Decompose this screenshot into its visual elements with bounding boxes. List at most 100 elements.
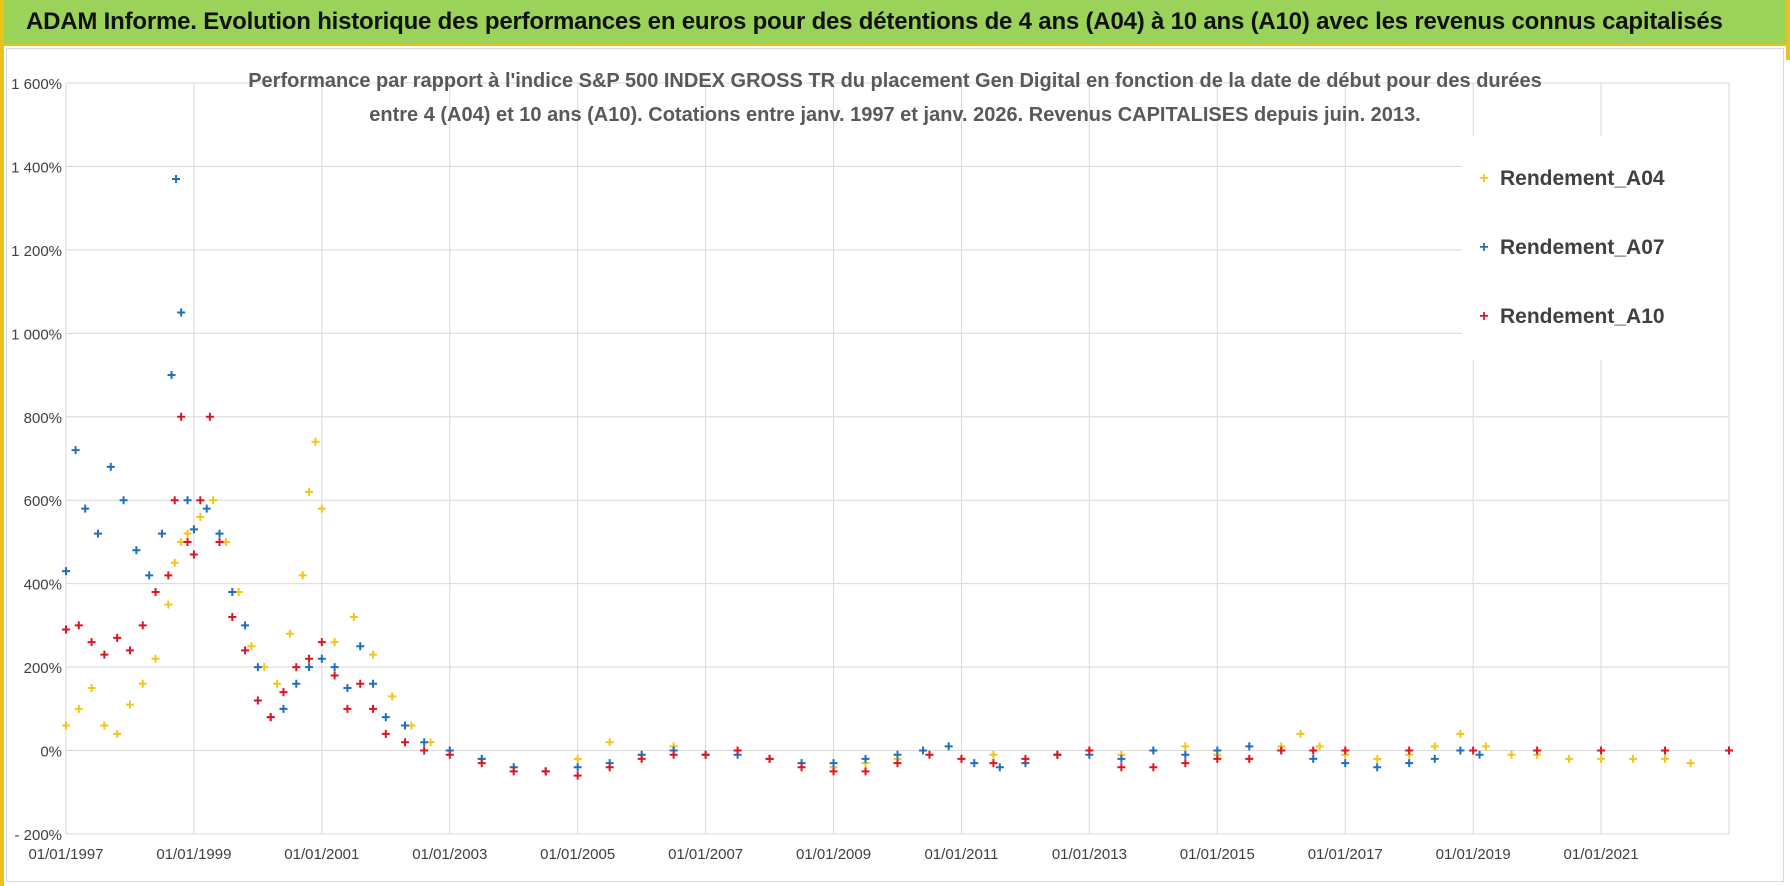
data-point	[970, 759, 979, 768]
x-tick-label: 01/01/1999	[156, 846, 231, 863]
data-point	[183, 529, 192, 538]
data-point	[995, 763, 1004, 772]
data-point	[1661, 746, 1670, 755]
y-axis-ticks: - 200% 0% 200% 400% 600% 800% 1 000% 1 200% 1 40…	[11, 76, 62, 844]
data-point	[1021, 754, 1030, 763]
data-point	[279, 704, 288, 713]
right-accent-border	[1786, 0, 1790, 60]
y-tick-label: 1 000%	[11, 326, 62, 343]
data-point	[1309, 754, 1318, 763]
data-point	[1149, 763, 1158, 772]
data-point	[919, 746, 928, 755]
data-point	[253, 663, 262, 672]
data-point	[1725, 746, 1733, 755]
data-point	[1117, 763, 1126, 772]
data-point	[669, 750, 678, 759]
x-tick-label: 01/01/2007	[668, 846, 743, 863]
data-point	[292, 679, 301, 688]
data-point	[829, 767, 838, 776]
data-point	[215, 529, 224, 538]
data-point	[1373, 763, 1382, 772]
chart-title-line-1: Performance par rapport à l'indice S&P 5…	[248, 70, 1542, 92]
data-point	[989, 759, 998, 768]
data-point	[71, 446, 80, 455]
data-point	[573, 763, 582, 772]
data-point	[701, 750, 710, 759]
chart-title-line-2: entre 4 (A04) et 10 ans (A10). Cotations…	[369, 104, 1421, 126]
data-point	[170, 558, 179, 567]
data-point	[241, 646, 250, 655]
x-tick-label: 01/01/2005	[540, 846, 615, 863]
y-tick-label: 400%	[24, 577, 62, 594]
data-point	[1309, 746, 1318, 755]
data-point	[1245, 742, 1254, 751]
data-point	[605, 738, 614, 747]
data-point	[1597, 746, 1606, 755]
data-point	[573, 771, 582, 780]
data-point	[247, 642, 256, 651]
legend-item-a04: + Rendement_A04	[1472, 164, 1665, 194]
data-point	[1213, 754, 1222, 763]
data-point	[100, 650, 109, 659]
x-tick-label: 01/01/1997	[28, 846, 103, 863]
data-point	[369, 679, 378, 688]
legend-label-a04: Rendement_A04	[1500, 167, 1665, 190]
y-tick-label: - 200%	[14, 827, 62, 844]
page-title: ADAM Informe. Evolution historique des p…	[26, 8, 1723, 35]
data-point	[733, 746, 742, 755]
data-point	[170, 496, 179, 505]
data-point	[356, 679, 365, 688]
legend-label-a07: Rendement_A07	[1500, 236, 1665, 259]
data-point	[330, 671, 339, 680]
y-tick-label: 600%	[24, 493, 62, 510]
data-point	[228, 613, 237, 622]
data-point	[509, 767, 518, 776]
header-banner: ADAM Informe. Evolution historique des p…	[0, 0, 1790, 46]
data-point	[292, 663, 301, 672]
data-point	[445, 750, 454, 759]
data-point	[172, 174, 181, 183]
data-point	[605, 763, 614, 772]
data-point	[164, 600, 173, 609]
data-point	[1629, 754, 1638, 763]
data-point	[305, 654, 314, 663]
data-point	[279, 688, 288, 697]
y-tick-label: 0%	[40, 744, 62, 761]
y-tick-label: 800%	[24, 410, 62, 427]
data-point	[132, 546, 141, 555]
data-point	[205, 412, 214, 421]
data-point	[893, 759, 902, 768]
data-point	[343, 704, 352, 713]
data-point	[1296, 729, 1305, 738]
data-point	[93, 529, 102, 538]
y-tick-label: 200%	[24, 660, 62, 677]
data-point	[74, 704, 83, 713]
data-point	[74, 621, 83, 630]
points-layer	[62, 174, 1733, 780]
data-point	[1469, 746, 1478, 755]
data-point	[202, 504, 211, 513]
x-tick-label: 01/01/2015	[1180, 846, 1255, 863]
data-point	[797, 763, 806, 772]
x-tick-label: 01/01/2021	[1564, 846, 1639, 863]
x-tick-label: 01/01/2017	[1308, 846, 1383, 863]
data-point	[330, 638, 339, 647]
data-point	[215, 537, 224, 546]
data-point	[1456, 746, 1465, 755]
data-point	[400, 738, 409, 747]
data-point	[400, 721, 409, 730]
data-point	[369, 704, 378, 713]
data-point	[1475, 750, 1484, 759]
data-point	[1181, 759, 1190, 768]
data-point	[138, 679, 147, 688]
data-point	[87, 638, 96, 647]
legend-marker-a10-icon: +	[1479, 308, 1489, 325]
series-Rendement_A07	[62, 174, 1484, 776]
y-tick-label: 1 600%	[11, 76, 62, 93]
data-point	[1661, 754, 1670, 763]
data-point	[861, 767, 870, 776]
data-point	[381, 729, 390, 738]
data-point	[957, 754, 966, 763]
data-point	[541, 767, 550, 776]
data-point	[177, 308, 186, 317]
